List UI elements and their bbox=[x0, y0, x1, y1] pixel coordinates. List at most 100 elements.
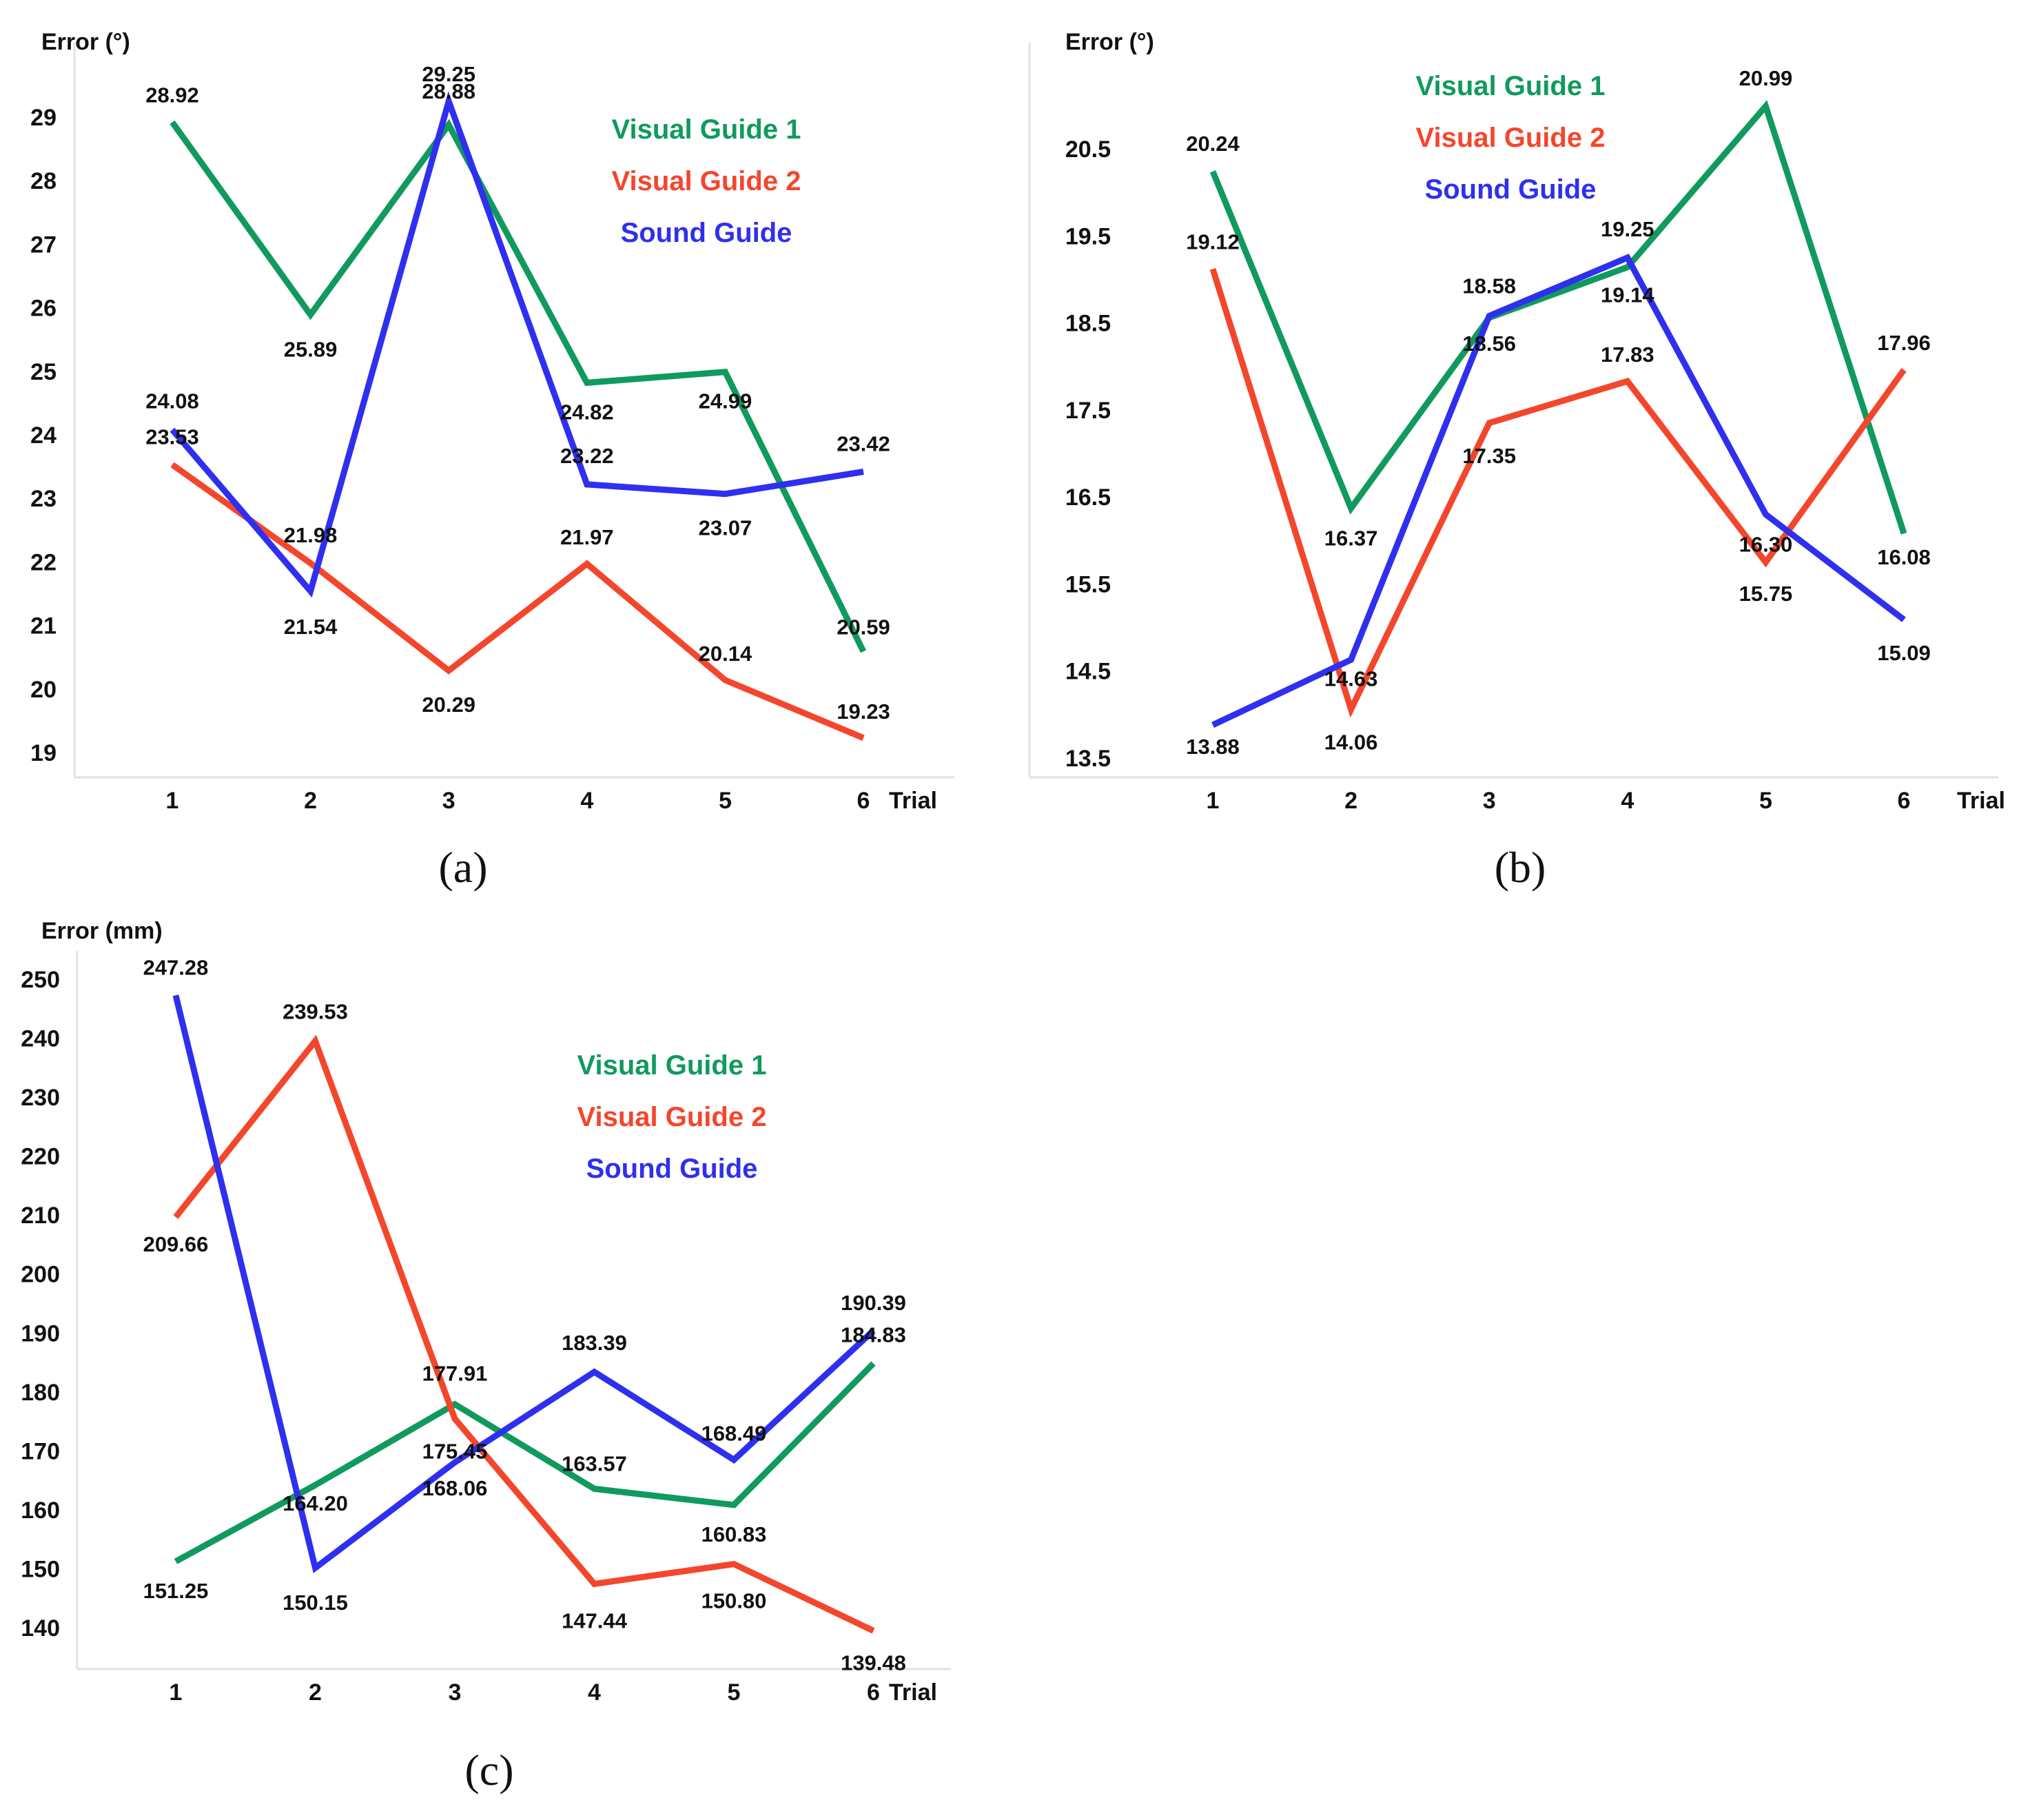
data-label-vg2: 19.23 bbox=[837, 699, 890, 724]
x-axis-title: Trial bbox=[889, 1679, 937, 1706]
x-tick-label: 5 bbox=[728, 1679, 741, 1706]
data-label-vg2: 175.45 bbox=[422, 1440, 488, 1464]
data-label-sg: 168.49 bbox=[701, 1421, 767, 1445]
x-tick-label: 6 bbox=[1898, 788, 1911, 814]
x-tick-label: 6 bbox=[857, 788, 870, 814]
data-label-sg: 23.22 bbox=[560, 444, 614, 468]
data-label-sg: 23.42 bbox=[837, 431, 890, 456]
x-tick-label: 1 bbox=[1207, 788, 1220, 814]
legend-entry-vg1: Visual Guide 1 bbox=[577, 1050, 767, 1081]
y-tick-label: 16.5 bbox=[1065, 484, 1111, 511]
series-line-sg bbox=[172, 994, 876, 1573]
data-label-vg1: 25.89 bbox=[284, 338, 338, 362]
y-tick-label: 17.5 bbox=[1065, 398, 1111, 424]
data-label-vg2: 21.98 bbox=[284, 523, 338, 547]
series-line-sg bbox=[170, 91, 864, 598]
series-line-vg2 bbox=[1209, 267, 1907, 718]
data-label-vg2: 15.75 bbox=[1739, 582, 1793, 606]
data-label-sg: 21.54 bbox=[284, 615, 338, 639]
data-label-sg: 168.06 bbox=[422, 1476, 488, 1500]
y-tick-label: 28 bbox=[30, 168, 57, 194]
x-tick-label: 2 bbox=[304, 788, 317, 814]
series-line-vg1 bbox=[170, 119, 867, 653]
data-label-sg: 13.88 bbox=[1186, 735, 1240, 759]
data-label-vg2: 150.80 bbox=[701, 1589, 767, 1613]
x-axis-title: Trial bbox=[1957, 788, 2005, 814]
x-tick-label: 2 bbox=[309, 1679, 322, 1706]
x-tick-label: 3 bbox=[442, 788, 455, 814]
data-label-vg2: 17.96 bbox=[1877, 331, 1931, 355]
x-tick-label: 6 bbox=[867, 1679, 880, 1706]
data-label-vg1: 20.99 bbox=[1739, 66, 1793, 90]
data-label-sg: 24.08 bbox=[145, 389, 199, 413]
x-tick-label: 5 bbox=[1759, 788, 1772, 814]
chart-panel-b: Error (°) Trial 13.5 14.5 15.5 16.5 17.5 18.5 19… bbox=[1028, 29, 2005, 892]
data-label-vg1: 24.82 bbox=[560, 400, 614, 424]
y-axis-title: Error (°) bbox=[41, 29, 130, 55]
y-tick-label: 190 bbox=[21, 1320, 60, 1347]
data-label-vg1: 18.56 bbox=[1462, 331, 1516, 356]
x-tick-label: 1 bbox=[170, 1679, 183, 1706]
data-label-vg1: 184.83 bbox=[841, 1322, 906, 1347]
legend-entry-vg2: Visual Guide 2 bbox=[612, 166, 801, 196]
y-tick-label: 21 bbox=[30, 613, 57, 640]
y-tick-label: 23 bbox=[30, 486, 57, 512]
data-label-vg2: 23.53 bbox=[145, 425, 199, 449]
data-label-vg2: 20.14 bbox=[699, 642, 752, 666]
series-line-vg1 bbox=[174, 1361, 876, 1564]
data-label-vg1: 24.99 bbox=[699, 389, 752, 413]
series-line-vg1 bbox=[1209, 100, 1907, 535]
data-label-vg1: 164.20 bbox=[283, 1491, 348, 1515]
y-axis-title: Error (°) bbox=[1065, 29, 1154, 55]
data-label-vg1: 16.08 bbox=[1877, 545, 1931, 569]
data-label-vg2: 20.29 bbox=[422, 693, 475, 717]
y-tick-label: 250 bbox=[21, 967, 60, 993]
data-label-vg2: 139.48 bbox=[841, 1650, 906, 1675]
data-label-sg: 23.07 bbox=[699, 516, 752, 540]
data-label-sg: 15.09 bbox=[1877, 641, 1931, 665]
y-tick-label: 20 bbox=[30, 677, 57, 703]
data-label-vg2: 21.97 bbox=[560, 525, 614, 549]
data-label-sg: 19.25 bbox=[1601, 217, 1654, 241]
y-tick-label: 22 bbox=[30, 549, 57, 575]
x-tick-label: 4 bbox=[580, 788, 593, 814]
data-label-sg: 29.25 bbox=[422, 62, 475, 86]
x-tick-label: 1 bbox=[166, 788, 179, 814]
y-tick-label: 150 bbox=[21, 1556, 60, 1582]
legend-entry-sg: Sound Guide bbox=[586, 1154, 758, 1184]
data-label-vg1: 151.25 bbox=[143, 1579, 209, 1603]
legend-entry-sg: Sound Guide bbox=[621, 218, 792, 248]
y-tick-label: 13.5 bbox=[1065, 746, 1111, 772]
panel-caption: (a) bbox=[438, 843, 487, 892]
data-label-vg1: 19.14 bbox=[1601, 283, 1654, 307]
data-label-sg: 190.39 bbox=[841, 1291, 906, 1315]
data-label-vg2: 209.66 bbox=[143, 1232, 209, 1256]
x-tick-label: 5 bbox=[719, 788, 732, 814]
legend-entry-vg2: Visual Guide 2 bbox=[1416, 123, 1606, 153]
legend-entry-sg: Sound Guide bbox=[1425, 174, 1597, 205]
data-label-vg2: 147.44 bbox=[562, 1608, 628, 1633]
y-tick-label: 240 bbox=[21, 1026, 60, 1052]
data-label-vg2: 19.12 bbox=[1186, 229, 1240, 254]
chart-panel-c: Error (mm) Trial 140 150 160 170 180 190 200 210 2… bbox=[21, 918, 951, 1795]
panel-caption: (c) bbox=[464, 1746, 513, 1795]
data-label-vg2: 17.83 bbox=[1601, 342, 1654, 367]
y-tick-label: 140 bbox=[21, 1615, 60, 1642]
data-label-vg2: 239.53 bbox=[283, 1000, 348, 1024]
data-label-vg1: 28.92 bbox=[145, 83, 199, 107]
y-tick-label: 230 bbox=[21, 1085, 60, 1111]
data-label-vg1: 177.91 bbox=[422, 1362, 488, 1386]
x-axis-title: Trial bbox=[889, 788, 937, 814]
panel-caption: (b) bbox=[1495, 843, 1546, 892]
data-label-vg2: 14.06 bbox=[1324, 730, 1378, 754]
data-label-sg: 183.39 bbox=[562, 1331, 627, 1355]
data-label-sg: 247.28 bbox=[143, 955, 209, 979]
series-line-vg2 bbox=[170, 462, 865, 741]
y-tick-label: 15.5 bbox=[1065, 571, 1111, 597]
y-tick-label: 29 bbox=[30, 105, 57, 131]
data-label-vg1: 16.37 bbox=[1324, 526, 1378, 551]
legend-entry-vg1: Visual Guide 1 bbox=[612, 114, 801, 145]
x-tick-label: 2 bbox=[1344, 788, 1357, 814]
data-label-vg1: 160.83 bbox=[701, 1522, 767, 1546]
